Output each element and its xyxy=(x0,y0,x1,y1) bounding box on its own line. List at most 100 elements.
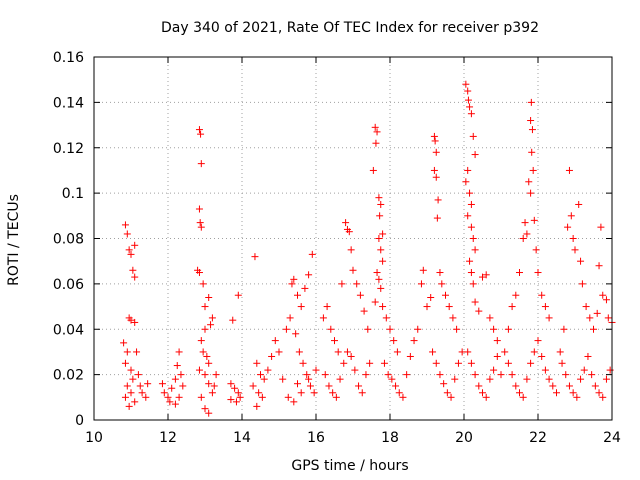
data-point xyxy=(529,166,537,174)
data-point xyxy=(451,375,459,383)
data-point xyxy=(584,352,592,360)
data-point xyxy=(249,382,257,390)
data-point xyxy=(467,359,475,367)
data-point xyxy=(417,280,425,288)
data-point xyxy=(258,393,266,401)
data-point xyxy=(229,316,237,324)
data-point xyxy=(475,307,483,315)
data-point xyxy=(288,280,296,288)
data-point xyxy=(138,389,146,397)
data-point xyxy=(294,380,301,388)
data-point xyxy=(434,196,442,204)
data-point xyxy=(305,375,313,383)
x-axis-label: GPS time / hours xyxy=(291,458,408,474)
data-point xyxy=(493,337,501,345)
data-point xyxy=(564,223,572,231)
data-point xyxy=(195,205,203,213)
data-point xyxy=(125,246,133,254)
data-point xyxy=(377,284,385,292)
data-point xyxy=(260,375,268,383)
data-point xyxy=(205,293,213,301)
data-point xyxy=(264,366,272,374)
data-point xyxy=(197,130,205,138)
data-point xyxy=(606,366,614,374)
data-point xyxy=(406,352,414,360)
data-point xyxy=(493,352,501,360)
data-point xyxy=(284,393,292,401)
chart-title: Day 340 of 2021, Rate Of TEC Index for r… xyxy=(161,20,539,36)
data-point xyxy=(303,371,311,379)
data-point xyxy=(597,223,605,231)
data-point xyxy=(175,348,183,356)
data-point xyxy=(195,126,203,134)
data-point xyxy=(525,178,533,186)
data-point xyxy=(464,87,472,95)
data-point xyxy=(516,269,523,277)
data-point xyxy=(508,371,516,379)
data-point xyxy=(512,291,520,299)
data-points xyxy=(120,80,616,417)
data-point xyxy=(602,296,610,304)
data-point xyxy=(541,366,549,374)
data-point xyxy=(538,352,546,360)
data-point xyxy=(512,382,520,390)
data-point xyxy=(232,398,240,406)
data-point xyxy=(234,389,242,397)
data-point xyxy=(449,314,457,322)
data-point xyxy=(231,384,239,392)
data-point xyxy=(127,366,135,374)
data-point xyxy=(599,291,607,299)
data-point xyxy=(390,337,398,345)
data-point xyxy=(377,200,385,208)
data-point xyxy=(414,325,422,333)
data-point xyxy=(553,389,560,397)
data-point xyxy=(432,148,440,156)
data-point xyxy=(325,382,333,390)
data-point xyxy=(479,389,486,397)
data-point xyxy=(133,348,141,356)
data-point xyxy=(136,382,144,390)
data-point xyxy=(577,375,585,383)
data-point xyxy=(306,382,314,390)
data-point xyxy=(527,117,535,125)
data-point xyxy=(205,380,213,388)
y-tick-label: 0.02 xyxy=(53,368,84,384)
data-point xyxy=(558,359,566,367)
data-point xyxy=(353,280,361,288)
data-point xyxy=(575,200,583,208)
x-tick-label: 20 xyxy=(455,430,473,446)
data-point xyxy=(227,380,235,388)
data-point xyxy=(349,266,357,274)
data-point xyxy=(528,148,536,156)
data-point xyxy=(464,212,472,220)
data-point xyxy=(466,189,474,197)
data-point xyxy=(479,273,486,281)
data-point xyxy=(297,389,305,397)
data-point xyxy=(292,330,300,338)
data-point xyxy=(466,257,474,265)
data-point xyxy=(372,139,380,147)
y-tick-label: 0 xyxy=(75,413,84,429)
data-point xyxy=(173,362,181,370)
data-point xyxy=(538,291,546,299)
data-point xyxy=(279,375,287,383)
data-point xyxy=(567,212,575,220)
data-point xyxy=(203,352,211,360)
data-point xyxy=(127,250,135,258)
data-point xyxy=(386,325,394,333)
data-point xyxy=(366,359,374,367)
data-point xyxy=(312,366,320,374)
x-tick-label: 22 xyxy=(529,430,547,446)
data-point xyxy=(562,371,570,379)
data-point xyxy=(253,359,261,367)
data-point xyxy=(388,375,396,383)
data-point xyxy=(123,230,131,238)
data-point xyxy=(305,271,313,279)
data-point xyxy=(208,389,216,397)
data-point xyxy=(482,393,490,401)
data-point xyxy=(275,348,283,356)
data-point xyxy=(201,405,209,413)
data-point xyxy=(201,371,209,379)
data-point xyxy=(134,371,142,379)
